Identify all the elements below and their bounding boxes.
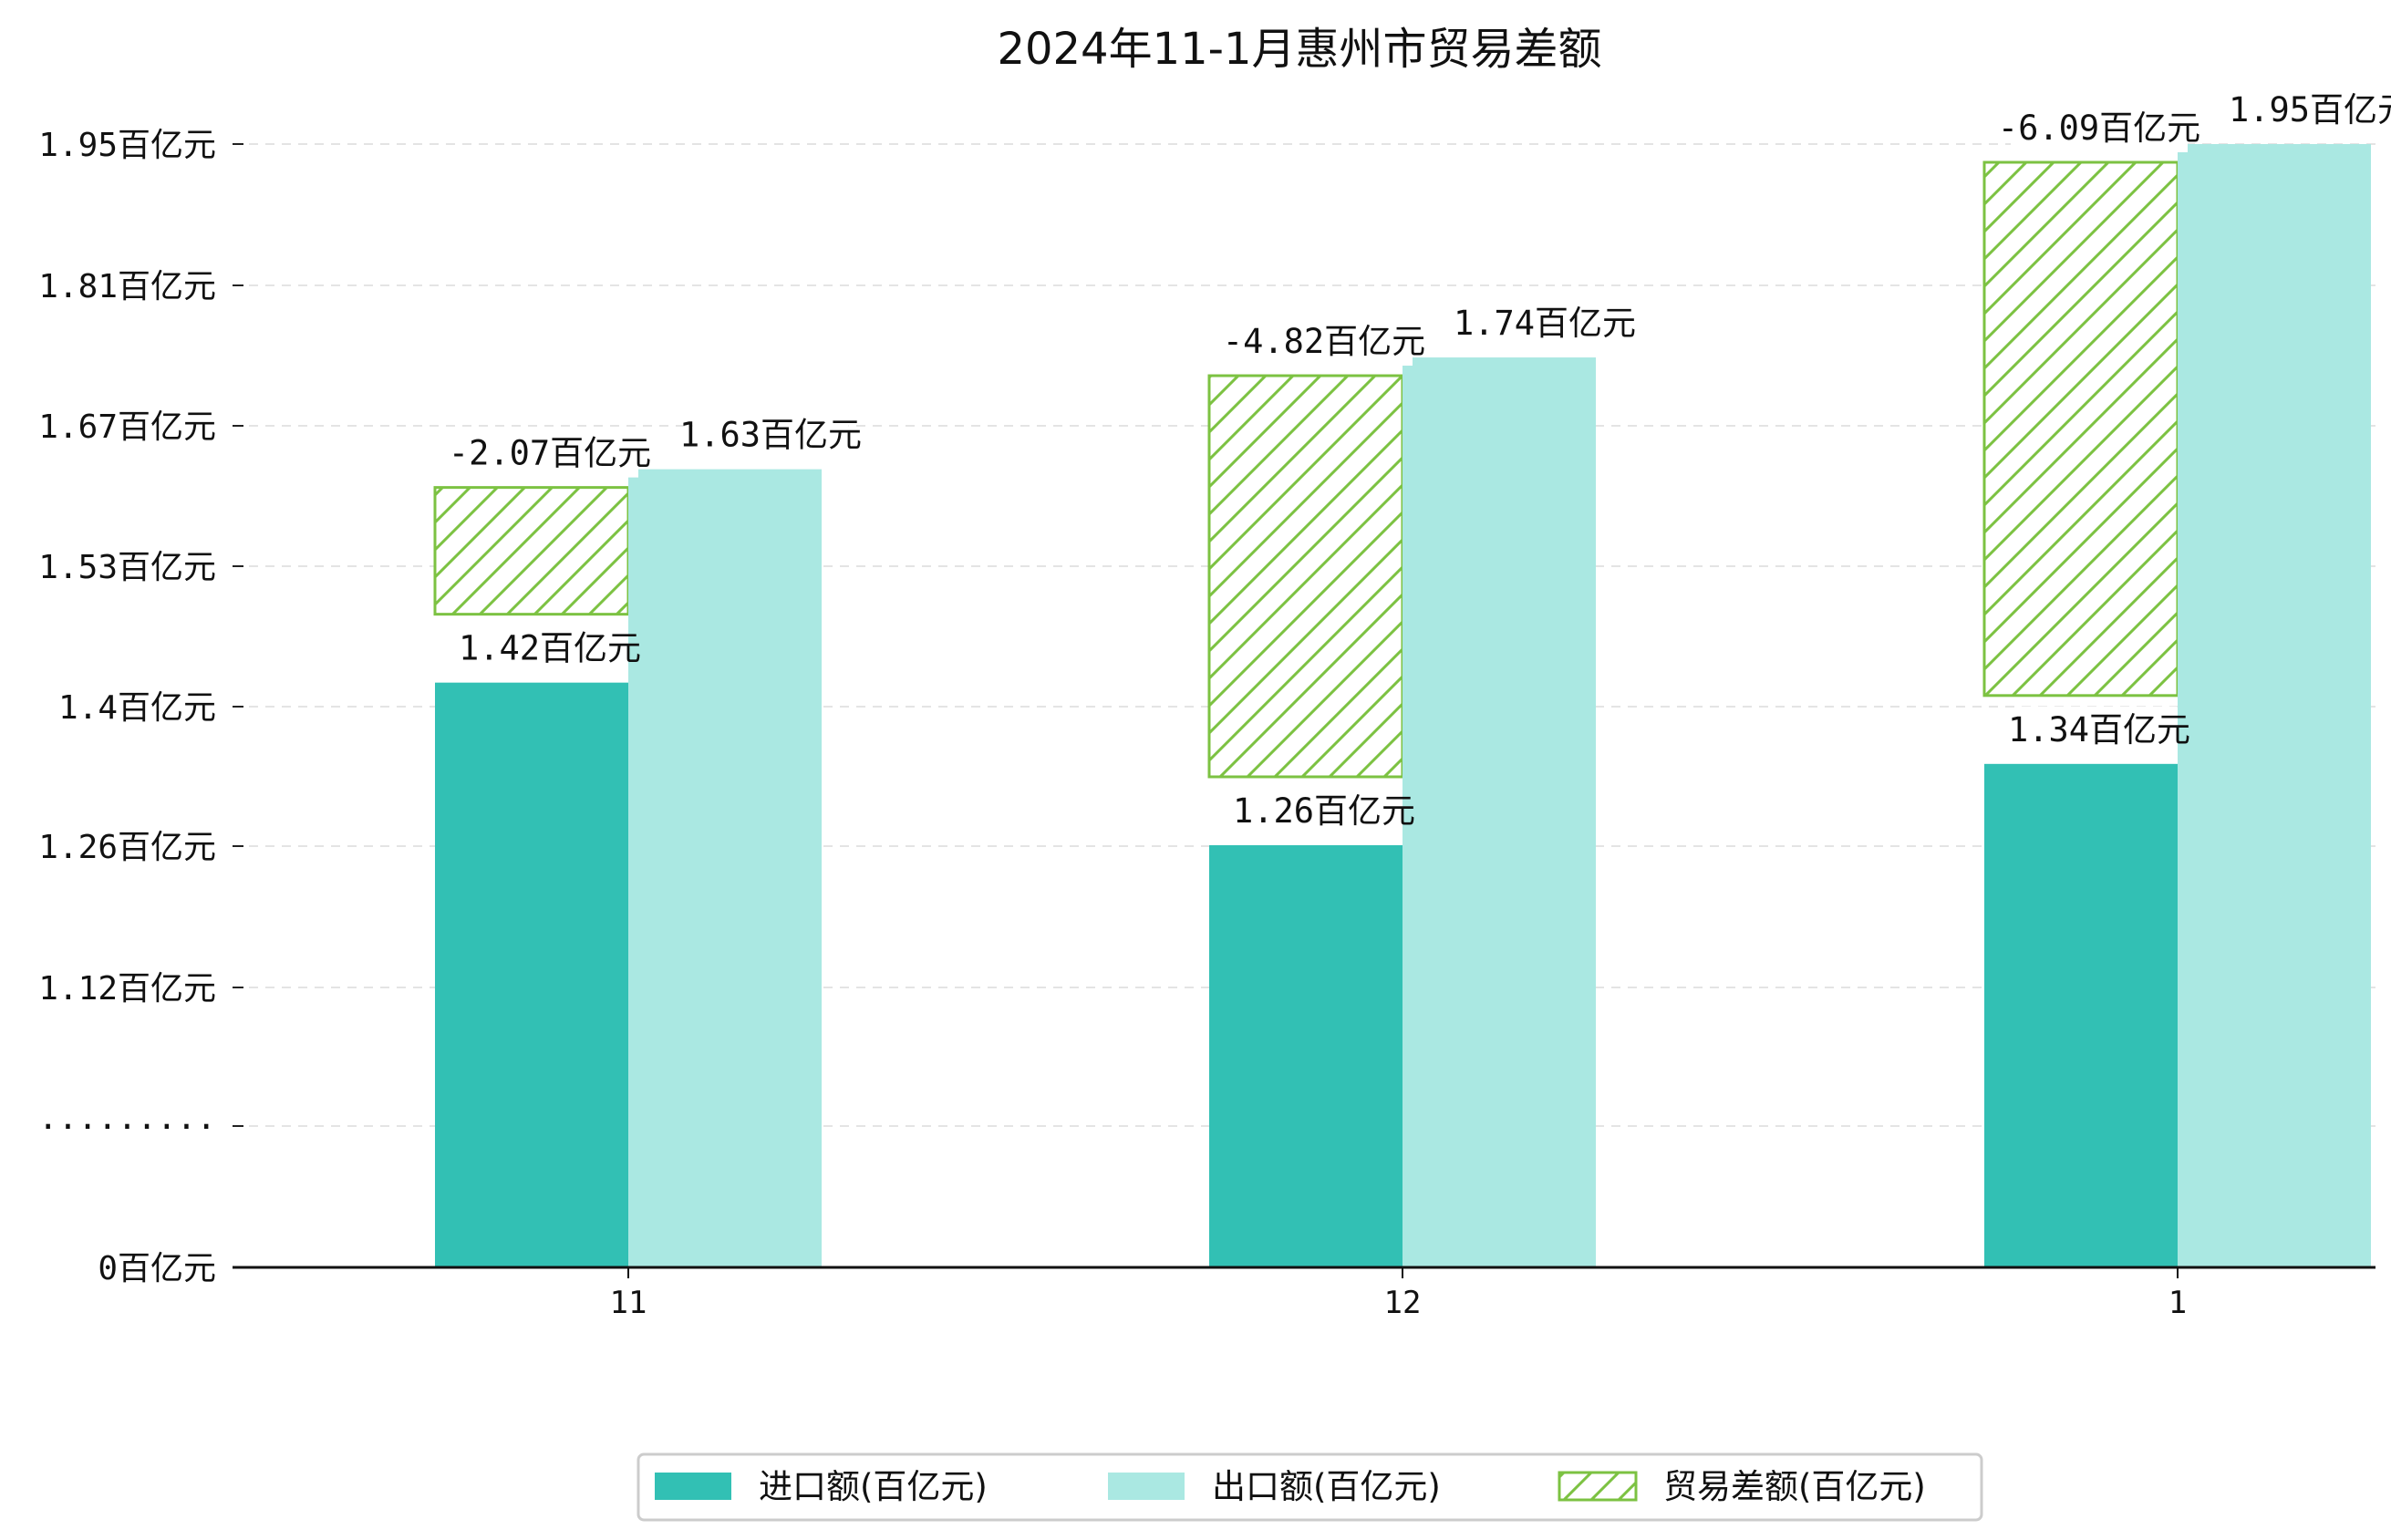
bar-import-11 bbox=[435, 682, 628, 1267]
label-import-12: 1.26百亿元 bbox=[1233, 791, 1415, 831]
legend-label-0: 进口额(百亿元) bbox=[759, 1467, 988, 1506]
label-balance-1-bg bbox=[2011, 105, 2188, 152]
bar-import-12 bbox=[1209, 844, 1403, 1267]
y-tick-label: 1.81百亿元 bbox=[38, 268, 216, 305]
label-export-1: 1.95百亿元 bbox=[2229, 90, 2391, 129]
data-labels-layer: 1.42百亿元 1.63百亿元 -2.07百亿元 1.26百亿元 1.74百亿元 -4.8… bbox=[449, 87, 2391, 835]
label-export-11: 1.63百亿元 bbox=[679, 416, 862, 455]
y-tick-label: 1.95百亿元 bbox=[38, 127, 216, 164]
label-balance-11-bg bbox=[461, 429, 638, 478]
y-tick-label: 1.4百亿元 bbox=[58, 689, 216, 727]
label-import-11: 1.42百亿元 bbox=[459, 629, 641, 668]
axes-layer: 0百亿元 ········· 1.12百亿元 1.26百亿元 1.4百亿元 1.53百亿元… bbox=[38, 127, 2375, 1321]
legend-swatch-0 bbox=[655, 1473, 731, 1500]
y-tick-label: 1.26百亿元 bbox=[38, 829, 216, 866]
legend-label-1: 出口额(百亿元) bbox=[1212, 1467, 1441, 1506]
label-export-12: 1.74百亿元 bbox=[1454, 304, 1636, 343]
y-tick-label: 1.12百亿元 bbox=[38, 970, 216, 1008]
label-import-11-bg bbox=[471, 625, 628, 673]
label-import-12-bg bbox=[1246, 787, 1403, 835]
legend-box bbox=[637, 1452, 1983, 1522]
legend: 进口额(百亿元) 出口额(百亿元) 贸易差额(百亿元) bbox=[637, 1452, 1983, 1522]
label-export-12-bg bbox=[1466, 300, 1623, 348]
label-balance-11: -2.07百亿元 bbox=[449, 434, 651, 473]
label-balance-12-bg bbox=[1236, 318, 1413, 367]
x-tick-label: 11 bbox=[610, 1285, 647, 1321]
label-export-1-bg bbox=[2241, 87, 2391, 134]
y-tick-label: 1.67百亿元 bbox=[38, 408, 216, 446]
label-import-1: 1.34百亿元 bbox=[2008, 710, 2190, 749]
label-import-1-bg bbox=[2021, 706, 2178, 754]
x-tick-label: 1 bbox=[2168, 1285, 2187, 1321]
label-export-11-bg bbox=[692, 411, 849, 460]
bar-balance-1 bbox=[1982, 160, 2179, 698]
legend-swatch-2 bbox=[1558, 1471, 1638, 1502]
y-tick-label: 1.53百亿元 bbox=[38, 549, 216, 586]
label-balance-12: -4.82百亿元 bbox=[1223, 322, 1425, 361]
label-balance-1: -6.09百亿元 bbox=[1998, 109, 2200, 148]
legend-label-2: 贸易差额(百亿元) bbox=[1663, 1467, 1926, 1506]
bar-balance-11 bbox=[433, 486, 630, 616]
bar-export-1 bbox=[2178, 144, 2371, 1267]
bars-layer bbox=[433, 144, 2371, 1267]
bar-balance-12 bbox=[1207, 374, 1404, 779]
bar-export-12 bbox=[1403, 357, 1596, 1267]
bar-export-11 bbox=[628, 469, 822, 1267]
legend-swatch-1 bbox=[1108, 1473, 1185, 1500]
y-tick-label: ········· bbox=[38, 1109, 216, 1146]
x-tick-label: 12 bbox=[1384, 1285, 1422, 1321]
bar-import-1 bbox=[1984, 763, 2178, 1267]
y-tick-label: 0百亿元 bbox=[98, 1250, 216, 1287]
chart-title: 2024年11-1月惠州市贸易差额 bbox=[997, 24, 1601, 75]
